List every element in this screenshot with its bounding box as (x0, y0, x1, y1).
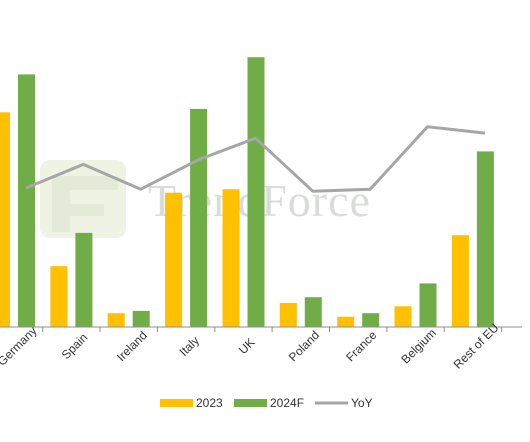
bar-2024f-france (362, 313, 380, 327)
bar-2024f-poland (304, 297, 322, 327)
legend: 2023 2024F YoY (160, 396, 373, 410)
bar-2024f-belgium (419, 283, 437, 327)
legend-label-yoy: YoY (351, 396, 373, 410)
x-tick-label-belgium: Belgium (398, 326, 439, 367)
bar-2023-uk (222, 189, 240, 327)
bar-2023-spain (50, 266, 68, 327)
point-yoy-italy (197, 159, 199, 161)
bar-2023-belgium (394, 306, 412, 327)
x-tick-label-france: France (343, 328, 380, 365)
bar-2023-rest-of-eu (451, 235, 469, 327)
bar-2023-poland (279, 302, 297, 327)
x-axis-labels: Germany Spain Ireland Italy UK Poland France Be… (0, 321, 502, 372)
x-tick-label-poland: Poland (286, 328, 322, 364)
bar-2024f-germany (18, 74, 35, 328)
point-yoy-spain (82, 163, 84, 165)
point-yoy-poland (312, 190, 314, 192)
legend-label-2024f: 2024F (270, 396, 304, 410)
x-tick-label-rest-of-eu: Rest of EU (451, 321, 502, 372)
point-yoy-uk (255, 137, 256, 139)
legend-swatch-2023 (160, 399, 193, 407)
x-tick-label-uk: UK (236, 335, 258, 357)
x-tick-label-ireland: Ireland (114, 328, 150, 364)
x-tick-label-germany: Germany (0, 324, 40, 369)
bar-2024f-uk (247, 57, 265, 327)
point-yoy-france (369, 188, 371, 190)
bar-2023-ireland (107, 313, 125, 327)
point-yoy-germany (25, 187, 27, 189)
bar-2024f-ireland (132, 310, 150, 327)
legend-label-2023: 2023 (196, 396, 223, 410)
bar-2023-france (337, 316, 355, 327)
bar-2024f-italy (190, 108, 208, 328)
line-layer (25, 125, 486, 193)
watermark-logo-mark (52, 176, 118, 232)
x-tick-label-italy: Italy (177, 333, 202, 358)
point-yoy-belgium (427, 126, 428, 128)
bar-2023-germany (0, 112, 10, 327)
bars-layer (0, 57, 494, 328)
x-axis-ticks (42, 327, 503, 332)
legend-swatch-2024f (234, 399, 267, 407)
x-tick-label-spain: Spain (59, 330, 91, 362)
point-yoy-rest-of-eu (484, 132, 486, 134)
bar-2024f-rest-of-eu (476, 151, 494, 327)
point-yoy-ireland (140, 188, 142, 190)
bar-2024f-spain (75, 232, 93, 327)
bar-2023-italy (165, 192, 183, 327)
